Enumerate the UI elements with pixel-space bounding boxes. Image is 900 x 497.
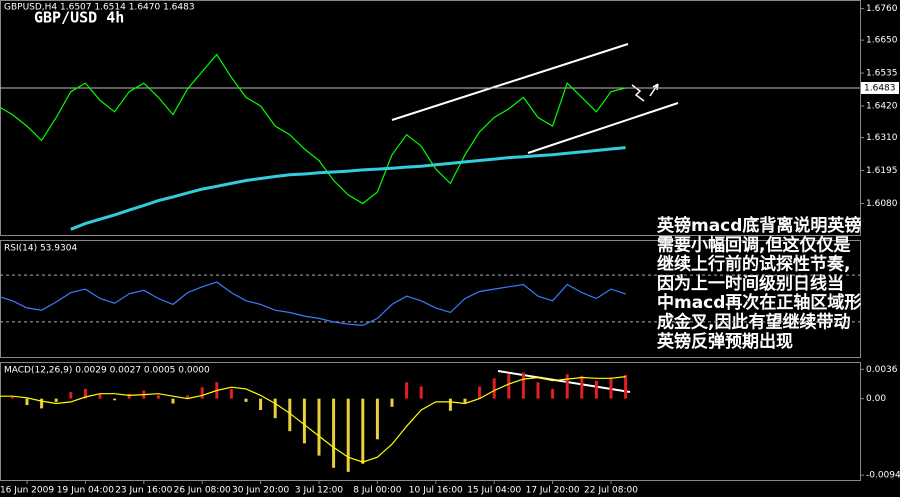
- annotation-line: 中macd再次在正轴区域形: [657, 292, 861, 313]
- macd-bar: [346, 398, 350, 472]
- y-tick-label: -0.0094: [866, 471, 900, 481]
- macd-bar: [448, 398, 452, 411]
- y-tick-label: 1.6650: [866, 36, 898, 46]
- header: GBPUSD,H4 1.6507 1.6514 1.6470 1.6483: [4, 3, 195, 13]
- series-line: [70, 146, 626, 231]
- macd-bar: [288, 398, 292, 432]
- macd-bar: [609, 377, 613, 399]
- macd-bar: [565, 374, 569, 399]
- macd-bar: [492, 378, 496, 399]
- annotation-line: 英镑反弹预期出现: [657, 331, 793, 352]
- panel-title: MACD(12,26,9) 0.0029 0.0027 0.0005 0.000…: [4, 366, 210, 376]
- macd-bar: [83, 388, 87, 399]
- macd-bar: [361, 398, 365, 464]
- macd-bar: [594, 380, 598, 399]
- y-tick-label: 1.6310: [866, 133, 898, 143]
- macd-bar: [10, 396, 14, 399]
- macd-bar: [390, 398, 394, 407]
- annotation-line: 需要小幅回调,但这仅仅是: [657, 234, 850, 255]
- y-tick-label: 1.6420: [866, 102, 898, 112]
- annotation-line: 继续上行前的试探性节奏,: [657, 254, 850, 275]
- macd-bar: [127, 393, 131, 399]
- macd-bar: [536, 382, 540, 399]
- macd-bar: [200, 387, 204, 399]
- panel-title: RSI(14) 53.9304: [4, 244, 77, 254]
- macd-bar: [98, 393, 102, 399]
- x-tick-label: 3 Jul 12:00: [295, 486, 344, 496]
- x-tick-label: 10 Jul 16:00: [409, 486, 463, 496]
- series-line: [0, 281, 626, 327]
- annotation-line: 英镑macd底背离说明英镑: [657, 215, 861, 236]
- y-tick-label: 1.6535: [866, 69, 898, 79]
- macd-bar: [171, 398, 175, 404]
- macd-bar: [229, 388, 233, 399]
- x-tick-label: 22 Jul 08:00: [584, 486, 638, 496]
- macd-bar: [463, 398, 467, 403]
- macd-bar: [521, 372, 525, 399]
- y-tick-label: 0.00: [866, 394, 886, 404]
- macd-bar: [478, 386, 482, 399]
- price-label: 1.6483: [864, 83, 896, 93]
- x-tick-label: 15 Jul 04:00: [467, 486, 521, 496]
- x-tick-label: 19 Jun 04:00: [57, 486, 114, 496]
- macd-bar: [624, 375, 628, 399]
- macd-bar: [113, 398, 117, 401]
- macd-bar: [25, 398, 29, 406]
- macd-bar: [580, 375, 584, 399]
- macd-bar: [375, 398, 379, 440]
- macd-bar: [302, 398, 306, 444]
- macd-bar: [259, 398, 263, 411]
- x-tick-label: 17 Jul 20:00: [526, 486, 580, 496]
- macd-bar: [54, 398, 58, 402]
- macd-bar: [273, 398, 277, 419]
- macd-bar: [507, 374, 511, 399]
- macd-bar: [156, 395, 160, 399]
- x-tick-label: 23 Jun 16:00: [115, 486, 172, 496]
- signal-line: [0, 376, 626, 463]
- macd-bar: [69, 392, 73, 399]
- y-tick-label: 1.6195: [866, 166, 898, 176]
- x-tick-label: 26 Jun 08:00: [174, 486, 231, 496]
- macd-bar: [186, 395, 190, 399]
- y-tick-label: 1.6080: [866, 199, 898, 209]
- annotation-line: 成金叉,因此有望继续带动: [657, 312, 850, 333]
- macd-bar: [551, 388, 555, 399]
- macd-bar: [405, 382, 409, 399]
- series-line: [0, 53, 626, 205]
- macd-bar: [40, 398, 44, 409]
- y-tick-label: 1.6760: [866, 4, 898, 14]
- trend-channel: [391, 43, 679, 393]
- price-tag: [861, 81, 899, 94]
- panel-frames: [0, 0, 861, 481]
- x-tick-label: 8 Jul 00:00: [353, 486, 402, 496]
- macd-bar: [419, 386, 423, 399]
- macd-bar: [244, 398, 248, 402]
- chart-title: GBP/USD 4h: [34, 9, 124, 27]
- macd-bar: [317, 398, 321, 456]
- annotation-line: 因为上一时间级别日线当: [657, 273, 844, 294]
- macd-bar: [332, 398, 336, 468]
- y-tick-label: 0.0036: [866, 365, 898, 375]
- x-tick-label: 16 Jun 2009: [0, 486, 54, 496]
- x-tick-label: 30 Jun 20:00: [232, 486, 289, 496]
